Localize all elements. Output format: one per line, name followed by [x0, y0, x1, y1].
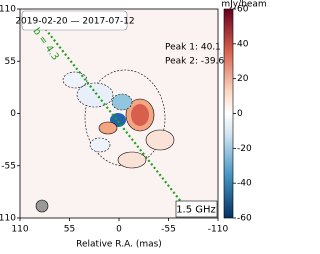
- beam: [35, 199, 49, 213]
- fit-line: [39, 21, 187, 209]
- colorbar-tick-label: -40: [237, 179, 252, 189]
- y-tick-label: -110: [0, 214, 16, 224]
- colorbar-label: mJy/beam: [221, 0, 266, 10]
- chart: 2019-02-20 — 2017-07-12 Peak 1: 40.1 Pea…: [0, 0, 266, 250]
- colorbar-tick-label: 60: [237, 5, 249, 15]
- y-tick-label: -55: [1, 161, 16, 171]
- y-tick-label: 55: [5, 57, 16, 67]
- colorbar-tick-label: 40: [237, 39, 249, 49]
- y-tick-label: 110: [0, 5, 16, 15]
- image: [20, 9, 218, 218]
- x-tick-label: 0: [116, 225, 122, 235]
- x-tick-label: -110: [208, 225, 229, 235]
- freq-box: [175, 200, 218, 218]
- legend: 2019-02-20 — 2017-07-12: [15, 17, 134, 27]
- frequency: 1.5 GHz: [176, 205, 216, 216]
- colorbar-tick-label: -20: [237, 144, 252, 154]
- colorbar-tick-label: 0: [237, 109, 243, 119]
- x-tick-label: 55: [64, 225, 75, 235]
- colorbar-tick-label: -60: [237, 214, 252, 224]
- y-tick-label: 0: [10, 109, 16, 119]
- x-axis-label: Relative R.A. (mas): [76, 240, 162, 250]
- annotation: Peak 2: -39.6: [165, 57, 224, 67]
- x-tick-label: 110: [11, 225, 28, 235]
- colorbar: [223, 8, 234, 219]
- annotation: Peak 1: 40.1: [165, 43, 221, 53]
- x-tick-label: -55: [161, 225, 176, 235]
- legend-box: [21, 10, 128, 31]
- colorbar-tick-label: 20: [237, 74, 249, 84]
